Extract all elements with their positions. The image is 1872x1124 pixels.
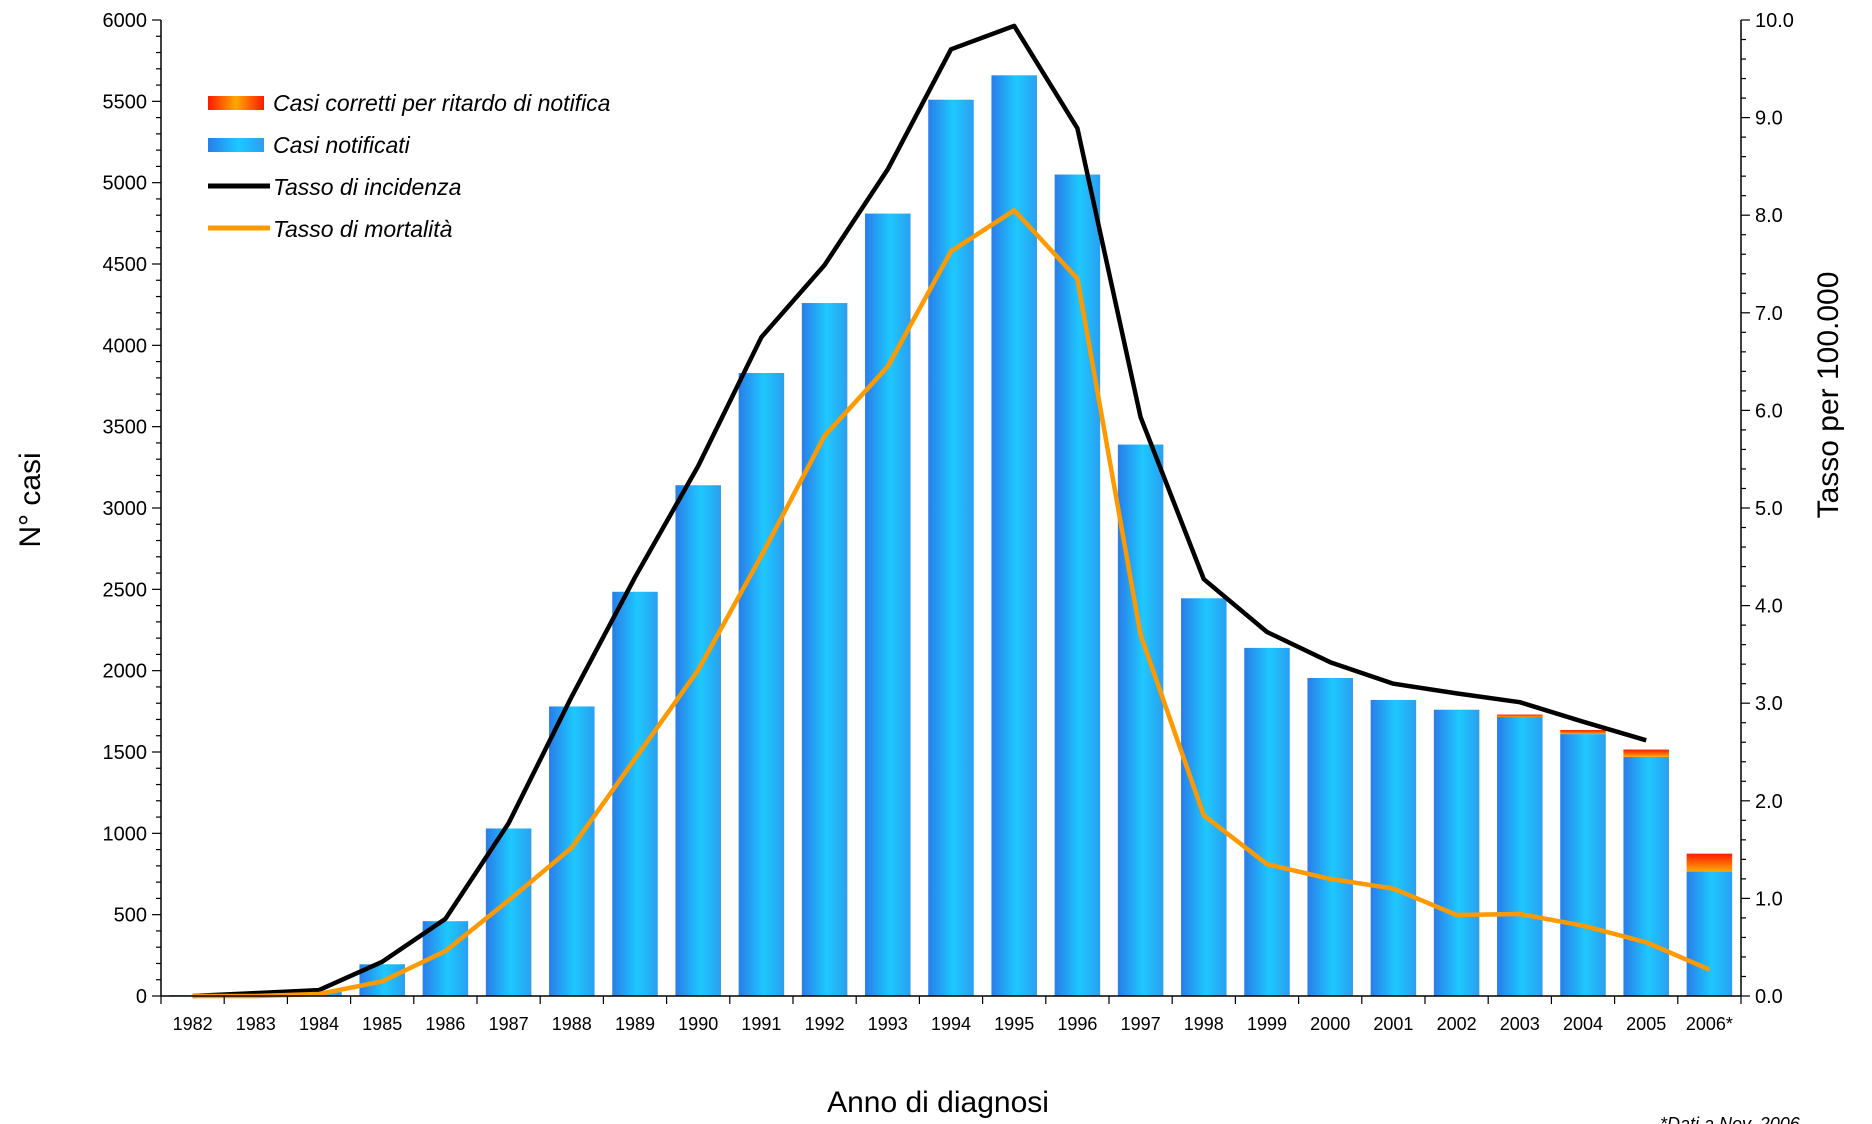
bar-reported bbox=[612, 591, 658, 996]
bar-reported bbox=[1307, 677, 1353, 996]
x-tick-label: 1987 bbox=[489, 1014, 529, 1034]
bar-correction bbox=[1497, 714, 1543, 718]
bar-reported bbox=[675, 485, 721, 996]
y-left-tick-label: 500 bbox=[114, 905, 147, 927]
y-left-tick-label: 4500 bbox=[103, 254, 148, 276]
bar-correction bbox=[1560, 730, 1606, 735]
y-right-tick-label: 7.0 bbox=[1755, 303, 1783, 325]
axes-layer: 0 500 1000 1500 2000 2500 3000 3500 4000 4500 5000… bbox=[103, 10, 1794, 1034]
legend-label-incidence: Tasso di incidenza bbox=[273, 174, 461, 200]
bar-correction bbox=[1623, 749, 1669, 757]
bar-reported bbox=[1686, 871, 1733, 996]
line-mortality bbox=[192, 208, 1711, 999]
x-tick-label: 1997 bbox=[1121, 1014, 1161, 1034]
y-right-axis-title: Tasso per 100.000 bbox=[1812, 272, 1845, 519]
y-right-tick-label: 1.0 bbox=[1755, 888, 1783, 910]
y-left-tick-label: 1000 bbox=[103, 823, 148, 845]
bar-reported bbox=[928, 99, 974, 996]
y-left-tick-label: 6000 bbox=[103, 10, 148, 32]
y-right-tick-label: 9.0 bbox=[1755, 108, 1783, 130]
y-left-tick-label: 2000 bbox=[103, 661, 148, 683]
bar-reported bbox=[1370, 699, 1417, 996]
bar-reported bbox=[1181, 598, 1227, 996]
bar-reported bbox=[1560, 734, 1606, 996]
bar-reported bbox=[1433, 709, 1480, 996]
y-left-tick-label: 3500 bbox=[103, 417, 148, 439]
bar-correction bbox=[1686, 853, 1733, 872]
bars-layer bbox=[169, 75, 1733, 997]
y-right-tick-label: 10.0 bbox=[1755, 10, 1794, 32]
lines-layer bbox=[192, 23, 1711, 999]
x-axis-title: Anno di diagnosi bbox=[827, 1086, 1049, 1119]
y-left-axis-title: N° casi bbox=[14, 452, 47, 547]
y-right-tick-label: 0.0 bbox=[1755, 986, 1783, 1008]
x-tick-label: 1985 bbox=[362, 1014, 402, 1034]
y-right-tick-label: 6.0 bbox=[1755, 400, 1783, 422]
x-tick-label: 1984 bbox=[299, 1014, 339, 1034]
legend-swatch-reported bbox=[208, 138, 264, 152]
x-tick-label: 1998 bbox=[1184, 1014, 1224, 1034]
x-tick-label: 1994 bbox=[931, 1014, 971, 1034]
y-left-tick-label: 3000 bbox=[103, 498, 148, 520]
bar-reported bbox=[1623, 756, 1669, 996]
footnote: *Dati a Nov. 2006 bbox=[1660, 1114, 1801, 1124]
bar-reported bbox=[549, 706, 595, 996]
x-tick-label: 2003 bbox=[1500, 1014, 1540, 1034]
x-tick-label: 1990 bbox=[678, 1014, 718, 1034]
x-tick-label: 1999 bbox=[1247, 1014, 1287, 1034]
x-tick-label: 2004 bbox=[1563, 1014, 1603, 1034]
y-right-tick-label: 2.0 bbox=[1755, 791, 1783, 813]
legend-label-mortality: Tasso di mortalità bbox=[273, 216, 453, 242]
bar-reported bbox=[1117, 444, 1164, 996]
bar-reported bbox=[1244, 647, 1290, 996]
bar-reported bbox=[1054, 174, 1101, 997]
x-tick-label: 1991 bbox=[741, 1014, 781, 1034]
legend: Casi corretti per ritardo di notifica Ca… bbox=[208, 90, 610, 242]
x-tick-label: 1995 bbox=[994, 1014, 1034, 1034]
y-right-tick-label: 4.0 bbox=[1755, 596, 1783, 618]
y-left-tick-label: 5500 bbox=[103, 91, 148, 113]
line-incidence bbox=[192, 23, 1647, 999]
legend-label-correction: Casi corretti per ritardo di notifica bbox=[273, 90, 610, 116]
bar-reported bbox=[865, 213, 911, 996]
x-tick-label: 1986 bbox=[425, 1014, 465, 1034]
x-tick-label: 1983 bbox=[236, 1014, 276, 1034]
bar-reported bbox=[1497, 717, 1543, 996]
y-right-tick-label: 5.0 bbox=[1755, 498, 1783, 520]
x-tick-label: 2000 bbox=[1310, 1014, 1350, 1034]
x-tick-label: 2001 bbox=[1373, 1014, 1413, 1034]
x-tick-label: 1982 bbox=[173, 1014, 213, 1034]
y-left-tick-label: 2500 bbox=[103, 579, 148, 601]
x-tick-label: 2005 bbox=[1626, 1014, 1666, 1034]
x-tick-label: 2006* bbox=[1686, 1014, 1733, 1034]
y-right-tick-label: 8.0 bbox=[1755, 205, 1783, 227]
y-left-tick-label: 5000 bbox=[103, 173, 148, 195]
legend-label-reported: Casi notificati bbox=[273, 132, 411, 158]
y-left-tick-label: 1500 bbox=[103, 742, 148, 764]
y-left-tick-label: 0 bbox=[136, 986, 147, 1008]
x-tick-label: 1996 bbox=[1057, 1014, 1097, 1034]
legend-swatch-correction bbox=[208, 96, 264, 110]
x-tick-label: 1992 bbox=[805, 1014, 845, 1034]
x-tick-label: 1989 bbox=[615, 1014, 655, 1034]
x-tick-label: 1988 bbox=[552, 1014, 592, 1034]
y-left-tick-label: 4000 bbox=[103, 335, 148, 357]
y-right-tick-label: 3.0 bbox=[1755, 693, 1783, 715]
x-tick-label: 2002 bbox=[1437, 1014, 1477, 1034]
bar-reported bbox=[801, 303, 848, 996]
bar-reported bbox=[738, 372, 785, 996]
x-tick-label: 1993 bbox=[868, 1014, 908, 1034]
